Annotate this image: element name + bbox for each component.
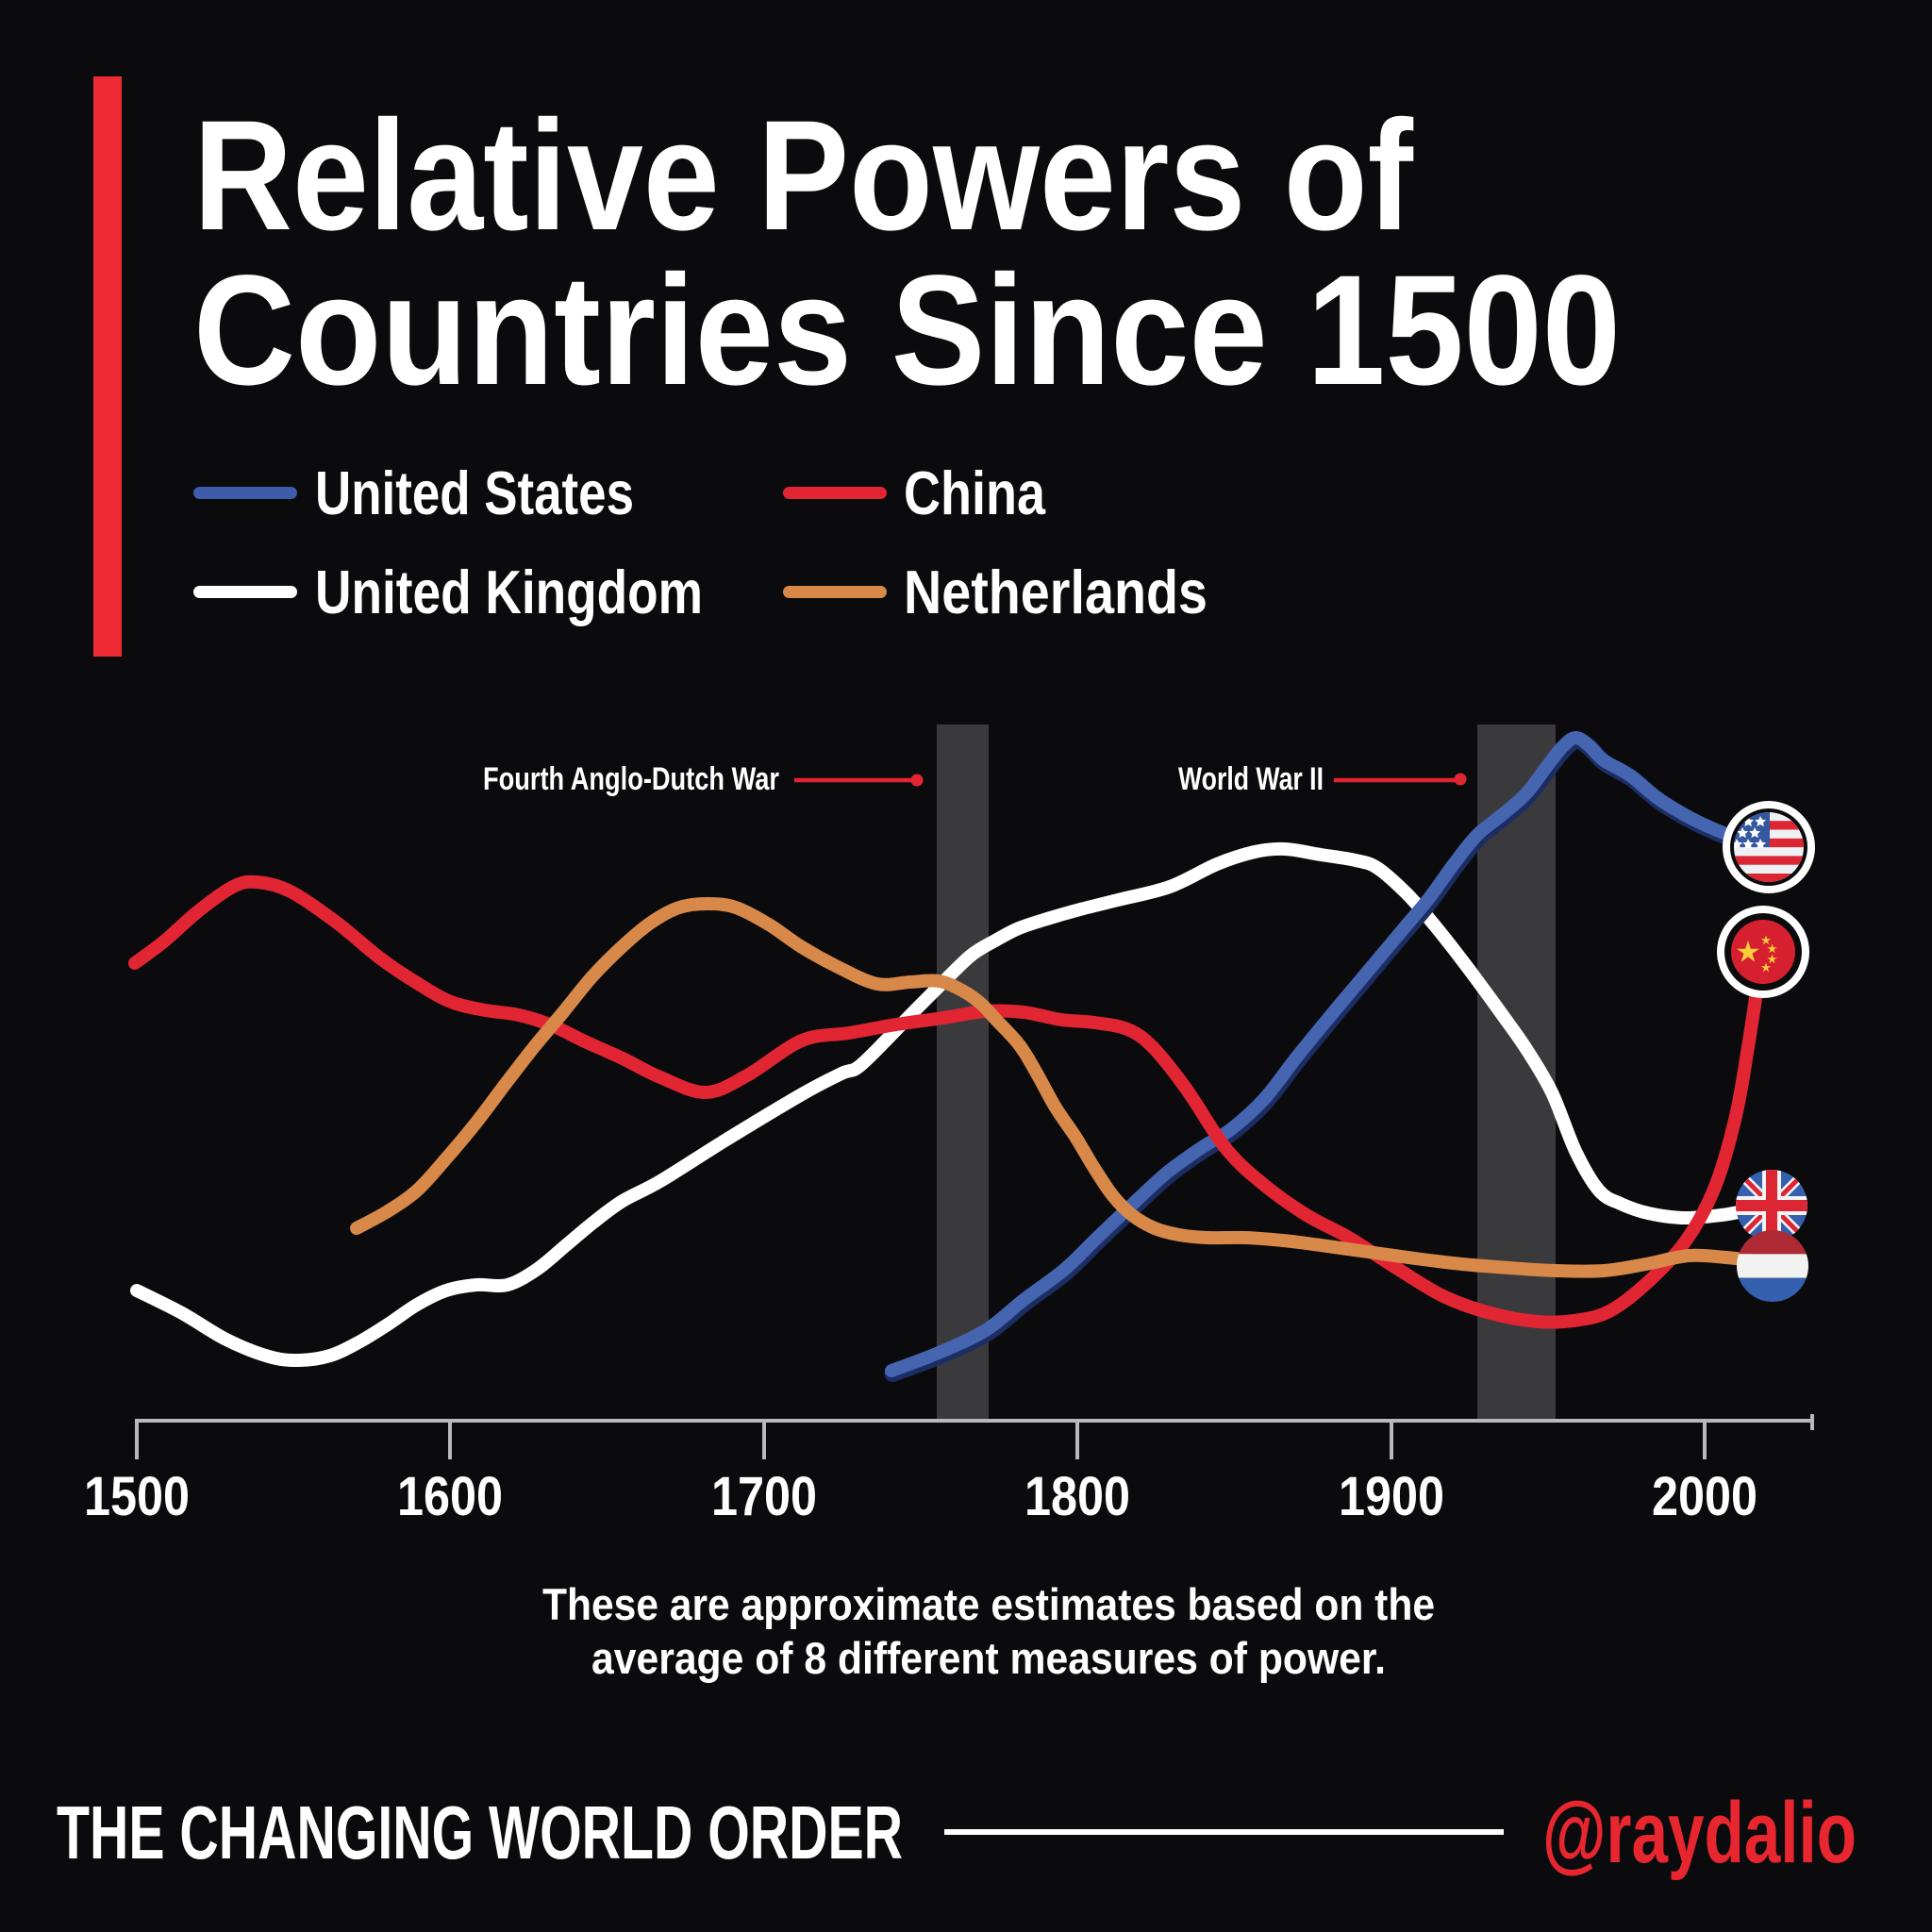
svg-text:Countries Since 1500: Countries Since 1500 bbox=[193, 243, 1621, 418]
svg-text:1800: 1800 bbox=[1024, 1466, 1130, 1527]
svg-text:China: China bbox=[904, 458, 1046, 527]
svg-text:1500: 1500 bbox=[84, 1466, 190, 1527]
svg-text:average of 8 different measure: average of 8 different measures of power… bbox=[591, 1633, 1386, 1683]
svg-text:2000: 2000 bbox=[1652, 1466, 1757, 1527]
svg-text:World War II: World War II bbox=[1178, 761, 1324, 797]
svg-text:United Kingdom: United Kingdom bbox=[315, 558, 703, 626]
svg-text:1900: 1900 bbox=[1339, 1466, 1444, 1527]
svg-text:United States: United States bbox=[315, 458, 634, 527]
svg-text:Fourth Anglo-Dutch War: Fourth Anglo-Dutch War bbox=[483, 761, 779, 797]
svg-text:Relative Powers of: Relative Powers of bbox=[193, 89, 1414, 263]
svg-text:1600: 1600 bbox=[397, 1466, 503, 1527]
svg-text:@raydalio: @raydalio bbox=[1542, 1785, 1857, 1881]
svg-text:Netherlands: Netherlands bbox=[904, 558, 1208, 626]
svg-text:1700: 1700 bbox=[711, 1466, 817, 1527]
svg-text:THE CHANGING WORLD ORDER: THE CHANGING WORLD ORDER bbox=[57, 1790, 903, 1874]
svg-text:These are approximate estimate: These are approximate estimates based on… bbox=[542, 1579, 1435, 1629]
